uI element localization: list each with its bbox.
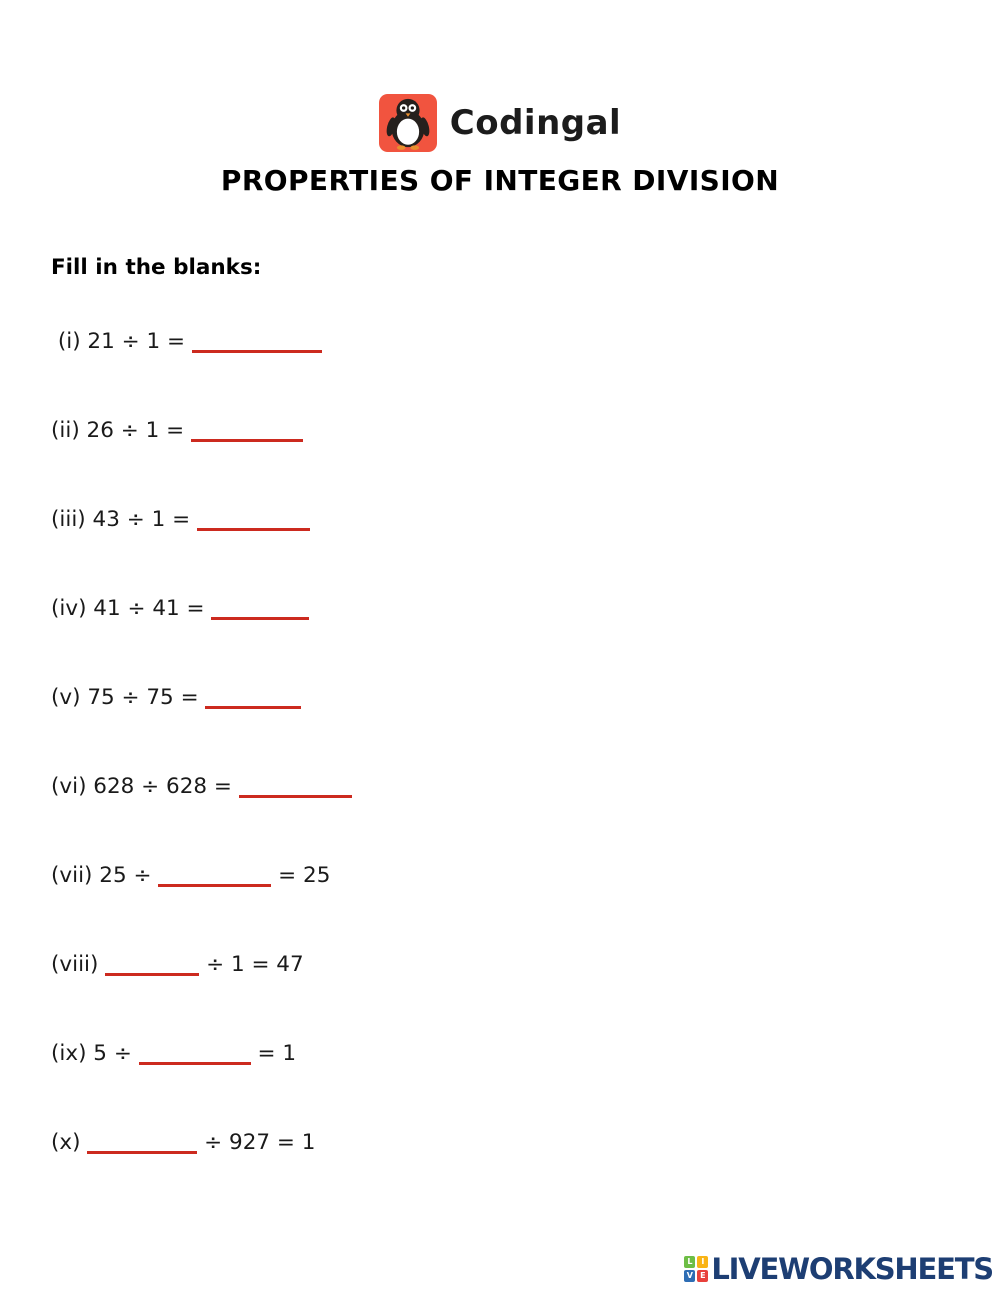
answer-blank[interactable] [138,1044,251,1065]
codingal-logo: Codingal [0,94,1000,152]
problem-text-before: (iii) 43 ÷ 1 = [51,507,197,532]
problems-list: (i) 21 ÷ 1 = (ii) 26 ÷ 1 = (iii) 43 ÷ 1 … [51,328,960,1218]
liveworksheets-icon-cell: I [697,1256,709,1268]
problem-text-after: ÷ 1 = 47 [199,952,304,977]
problem-text-before: (v) 75 ÷ 75 = [51,685,206,710]
answer-blank[interactable] [211,599,310,620]
problem-row: (x) ÷ 927 = 1 [51,1129,960,1218]
problem-text-before: (i) 21 ÷ 1 = [51,329,192,354]
liveworksheets-wordmark: LIVEWORKSHEETS [711,1252,994,1286]
problem-text-before: (viii) [51,952,106,977]
problem-text-before: (x) [51,1130,88,1155]
problem-row: (ii) 26 ÷ 1 = [51,417,960,506]
problem-text-before: (iv) 41 ÷ 41 = [51,596,212,621]
answer-blank[interactable] [105,955,200,976]
problem-text-after: = 1 [250,1041,297,1066]
instruction-text: Fill in the blanks: [51,255,262,280]
problem-row: (ix) 5 ÷ = 1 [51,1040,960,1129]
answer-blank[interactable] [87,1133,198,1154]
answer-blank[interactable] [205,688,302,709]
problem-text-before: (ii) 26 ÷ 1 = [51,418,191,443]
problem-text-after: ÷ 927 = 1 [197,1130,316,1155]
answer-blank[interactable] [190,421,303,442]
problem-row: (viii) ÷ 1 = 47 [51,951,960,1040]
liveworksheets-icon-cell: V [684,1270,696,1282]
answer-blank[interactable] [191,332,322,353]
problem-text-before: (ix) 5 ÷ [51,1041,139,1066]
problem-text-before: (vii) 25 ÷ [51,863,159,888]
brand-name: Codingal [449,103,622,143]
page-title: PROPERTIES OF INTEGER DIVISION [220,164,780,197]
penguin-icon [378,94,437,152]
liveworksheets-icon-cell: L [684,1256,696,1268]
problem-text-after: = 25 [271,863,331,888]
problem-row: (i) 21 ÷ 1 = [51,328,960,417]
answer-blank[interactable] [196,510,310,531]
problem-text-before: (vi) 628 ÷ 628 = [51,774,239,799]
answer-blank[interactable] [158,866,272,887]
problem-row: (vi) 628 ÷ 628 = [51,773,960,862]
problem-row: (vii) 25 ÷ = 25 [51,862,960,951]
liveworksheets-icon-cell: E [697,1270,709,1282]
problem-row: (iii) 43 ÷ 1 = [51,506,960,595]
problem-row: (v) 75 ÷ 75 = [51,684,960,773]
answer-blank[interactable] [238,777,352,798]
problem-row: (iv) 41 ÷ 41 = [51,595,960,684]
